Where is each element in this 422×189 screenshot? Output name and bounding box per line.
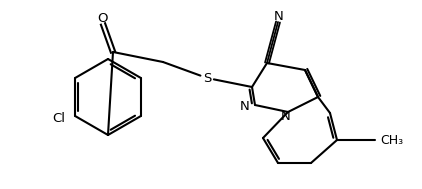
Text: CH₃: CH₃ <box>380 133 403 146</box>
Text: N: N <box>240 101 250 114</box>
Text: S: S <box>203 71 211 84</box>
Text: N: N <box>281 111 291 123</box>
Text: N: N <box>274 11 284 23</box>
Text: Cl: Cl <box>52 112 65 125</box>
Text: O: O <box>98 12 108 25</box>
